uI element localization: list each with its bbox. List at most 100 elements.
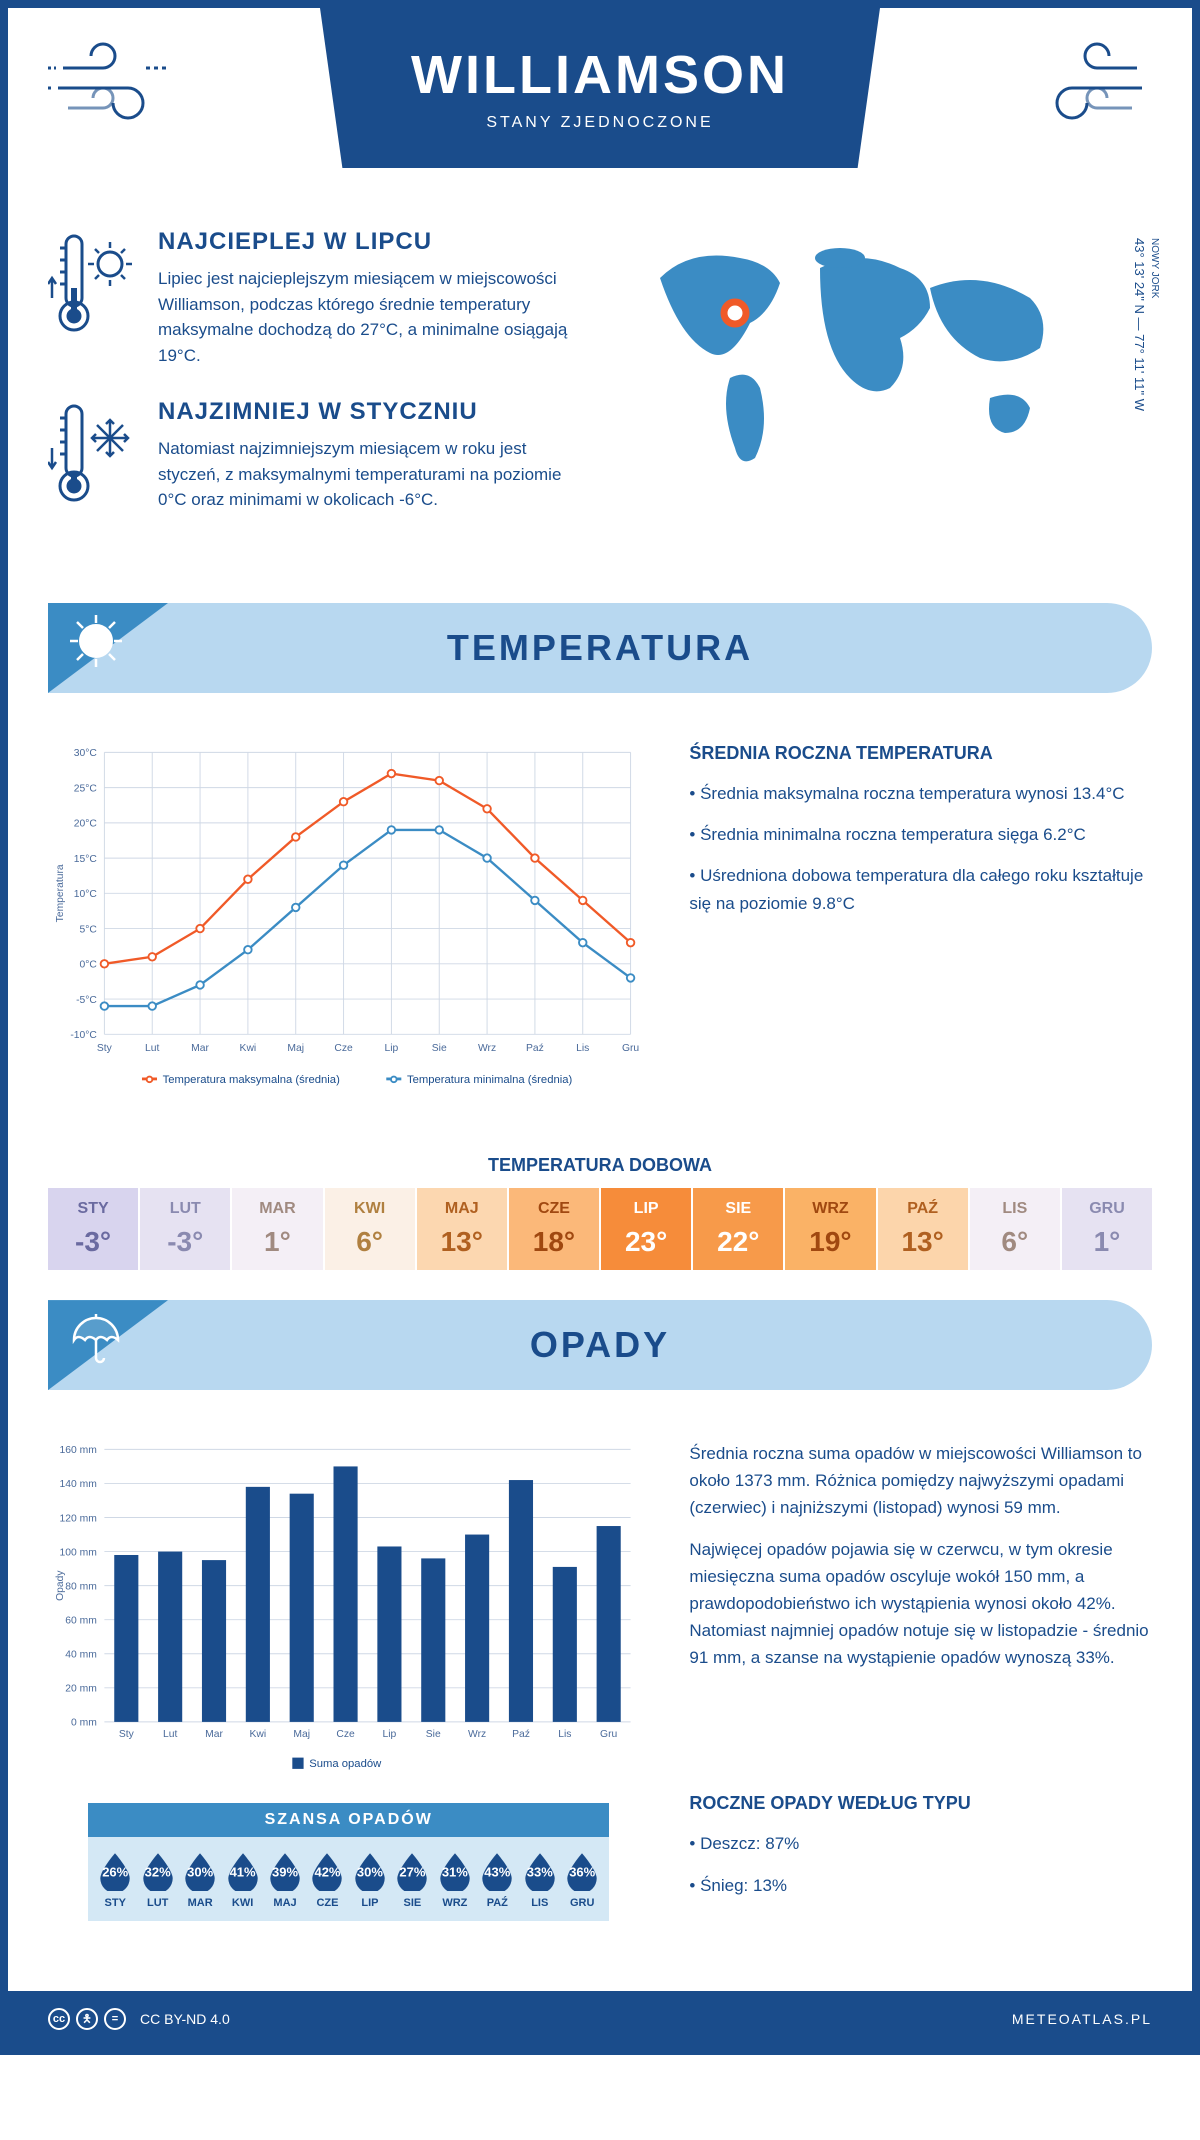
thermometer-hot-icon [48,228,138,368]
svg-text:Lip: Lip [385,1043,399,1054]
daily-temp-cell: SIE22° [693,1188,785,1270]
city-title: WILLIAMSON [411,44,789,106]
temp-bullet: Średnia maksymalna roczna temperatura wy… [689,780,1152,807]
latlon-label: 43° 13' 24" N — 77° 11' 11" W [1132,238,1147,411]
brand-label: METEOATLAS.PL [1012,2011,1152,2027]
precip-chance-cell: 33%LIS [519,1849,561,1909]
svg-text:Lis: Lis [558,1729,571,1740]
daily-temp-cell: LIP23° [601,1188,693,1270]
hottest-text: Lipiec jest najcieplejszym miesiącem w m… [158,266,580,368]
svg-text:Cze: Cze [336,1729,355,1740]
hottest-fact: NAJCIEPLEJ W LIPCU Lipiec jest najcieple… [48,228,580,368]
world-map-block: NOWY JORK 43° 13' 24" N — 77° 11' 11" W [620,228,1152,543]
svg-text:Suma opadów: Suma opadów [309,1758,382,1770]
svg-text:Opady: Opady [55,1570,66,1601]
footer: cc 🯅 = CC BY-ND 4.0 METEOATLAS.PL [8,1991,1192,2047]
svg-text:Paź: Paź [526,1043,544,1054]
daily-temp-cell: GRU1° [1062,1188,1152,1270]
svg-text:Wrz: Wrz [478,1043,496,1054]
wind-icon [48,38,178,143]
svg-text:Wrz: Wrz [468,1729,486,1740]
location-marker-icon [724,302,746,324]
precip-chance-cell: 32%LUT [136,1849,178,1909]
svg-text:Sie: Sie [426,1729,441,1740]
intro-section: NAJCIEPLEJ W LIPCU Lipiec jest najcieple… [8,208,1192,583]
svg-text:10°C: 10°C [74,889,98,900]
svg-text:Temperatura maksymalna (średni: Temperatura maksymalna (średnia) [163,1074,340,1086]
svg-text:20°C: 20°C [74,819,98,830]
svg-text:80 mm: 80 mm [65,1581,97,1592]
daily-temp-cell: MAJ13° [417,1188,509,1270]
svg-text:Lis: Lis [576,1043,589,1054]
precip-chance-title: SZANSA OPADÓW [88,1803,609,1837]
svg-text:Temperatura minimalna (średnia: Temperatura minimalna (średnia) [407,1074,573,1086]
daily-temp-cell: WRZ19° [785,1188,877,1270]
precip-para2: Najwięcej opadów pojawia się w czerwcu, … [689,1536,1152,1672]
svg-text:Mar: Mar [205,1729,223,1740]
precip-chance-cell: 36%GRU [561,1849,603,1909]
precip-chance-cell: 43%PAŹ [476,1849,518,1909]
svg-text:Kwi: Kwi [250,1729,267,1740]
svg-text:Lut: Lut [145,1043,159,1054]
avg-temp-heading: ŚREDNIA ROCZNA TEMPERATURA [689,743,1152,764]
svg-text:160 mm: 160 mm [60,1445,97,1456]
svg-text:15°C: 15°C [74,854,98,865]
svg-text:100 mm: 100 mm [60,1547,97,1558]
svg-text:0°C: 0°C [80,960,98,971]
svg-text:Cze: Cze [334,1043,353,1054]
svg-text:60 mm: 60 mm [65,1616,97,1627]
sun-icon [66,611,126,676]
temperature-summary: ŚREDNIA ROCZNA TEMPERATURA Średnia maksy… [689,743,1152,1105]
thermometer-cold-icon [48,398,138,513]
country-subtitle: STANY ZJEDNOCZONE [486,114,713,132]
daily-temp-cell: MAR1° [232,1188,324,1270]
title-banner: WILLIAMSON STANY ZJEDNOCZONE [320,8,880,168]
precip-chance-cell: 42%CZE [306,1849,348,1909]
svg-text:-5°C: -5°C [76,995,97,1006]
world-map-icon [620,228,1080,478]
precip-chance-cell: 26%STY [94,1849,136,1909]
svg-text:20 mm: 20 mm [65,1684,97,1695]
precip-chance-cell: 30%MAR [179,1849,221,1909]
by-icon: 🯅 [76,2008,98,2030]
temp-bullet: Uśredniona dobowa temperatura dla całego… [689,862,1152,916]
license-block: cc 🯅 = CC BY-ND 4.0 [48,2008,230,2030]
svg-text:25°C: 25°C [74,783,98,794]
hottest-title: NAJCIEPLEJ W LIPCU [158,228,580,256]
svg-text:Sie: Sie [432,1043,447,1054]
svg-text:Maj: Maj [293,1729,310,1740]
temperature-content: -10°C-5°C0°C5°C10°C15°C20°C25°C30°CStyLu… [8,713,1192,1135]
precip-chance-box: SZANSA OPADÓW 26%STY32%LUT30%MAR41%KWI39… [88,1803,609,1921]
svg-text:120 mm: 120 mm [60,1513,97,1524]
svg-text:-10°C: -10°C [70,1030,97,1041]
daily-temp-cell: LIS6° [970,1188,1062,1270]
temperature-title: TEMPERATURA [447,627,753,669]
coldest-title: NAJZIMNIEJ W STYCZNIU [158,398,580,426]
svg-text:30°C: 30°C [74,748,98,759]
daily-temp-cell: CZE18° [509,1188,601,1270]
svg-text:Kwi: Kwi [240,1043,257,1054]
svg-text:140 mm: 140 mm [60,1479,97,1490]
svg-text:Paź: Paź [512,1729,530,1740]
svg-text:Temperatura: Temperatura [55,864,66,922]
precipitation-chart: 0 mm20 mm40 mm60 mm80 mm100 mm120 mm140 … [48,1440,649,1783]
svg-text:40 mm: 40 mm [65,1650,97,1661]
precip-chance-cell: 27%SIE [391,1849,433,1909]
svg-text:Maj: Maj [287,1043,304,1054]
daily-temp-cell: KWI6° [325,1188,417,1270]
intro-facts: NAJCIEPLEJ W LIPCU Lipiec jest najcieple… [48,228,580,543]
svg-text:Lip: Lip [383,1729,397,1740]
daily-temp-cell: PAŹ13° [878,1188,970,1270]
precip-type-heading: ROCZNE OPADY WEDŁUG TYPU [689,1793,1152,1814]
umbrella-icon [66,1308,126,1373]
precipitation-content: 0 mm20 mm40 mm60 mm80 mm100 mm120 mm140 … [8,1410,1192,1793]
header: WILLIAMSON STANY ZJEDNOCZONE [8,8,1192,208]
temperature-header: TEMPERATURA [48,603,1152,693]
coordinates: NOWY JORK 43° 13' 24" N — 77° 11' 11" W [1132,238,1162,411]
svg-text:Gru: Gru [622,1043,639,1054]
daily-temp-cell: LUT-3° [140,1188,232,1270]
svg-text:Mar: Mar [191,1043,209,1054]
svg-text:Sty: Sty [97,1043,113,1054]
precip-type-item: Deszcz: 87% [689,1830,1152,1857]
precip-chance-cell: 31%WRZ [434,1849,476,1909]
